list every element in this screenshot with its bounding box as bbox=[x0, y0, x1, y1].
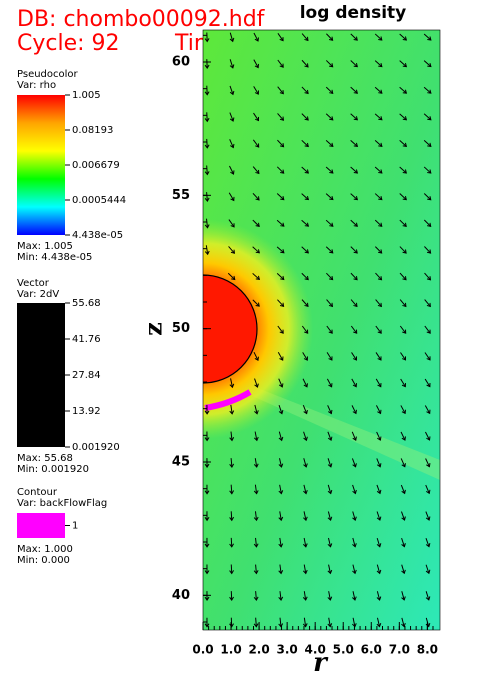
legend-tick-label: 0.006679 bbox=[72, 160, 120, 171]
legend-min: Min: 0.001920 bbox=[17, 464, 89, 475]
y-tick-label: 55 bbox=[172, 188, 190, 203]
legend-min: Min: 0.000 bbox=[17, 555, 70, 566]
y-tick-label: 40 bbox=[172, 588, 190, 603]
x-tick-label: 3.0 bbox=[277, 643, 298, 657]
y-tick-label: 45 bbox=[172, 455, 190, 470]
x-tick-label: 2.0 bbox=[248, 643, 269, 657]
cycle: Cycle: 92 bbox=[17, 31, 120, 56]
legend-tick-label: 4.438e-05 bbox=[72, 230, 123, 241]
legend-max: Max: 1.005 bbox=[17, 241, 73, 252]
legend-tick-label: 55.68 bbox=[72, 298, 101, 309]
y-tick-label: 50 bbox=[172, 321, 190, 336]
legend-bar bbox=[17, 513, 65, 538]
legend-max: Max: 55.68 bbox=[17, 453, 73, 464]
legend-tick-label: 0.001920 bbox=[72, 442, 120, 453]
x-tick-label: 1.0 bbox=[220, 643, 241, 657]
legend-tick-label: 13.92 bbox=[72, 406, 101, 417]
legend-tick-label: 1.005 bbox=[72, 90, 101, 101]
legend-kind: Contour bbox=[17, 487, 58, 498]
x-tick-label: 6.0 bbox=[361, 643, 382, 657]
y-tick-label: 60 bbox=[172, 55, 190, 70]
legend-bar bbox=[17, 303, 65, 447]
legend-min: Min: 4.438e-05 bbox=[17, 252, 92, 263]
x-tick-label: 4.0 bbox=[305, 643, 326, 657]
legend-tick-label: 41.76 bbox=[72, 334, 101, 345]
legend-tick-label: 0.08193 bbox=[72, 125, 113, 136]
legend-tick-label: 0.0005444 bbox=[72, 195, 126, 206]
x-tick-label: 5.0 bbox=[333, 643, 354, 657]
legend-var: Var: rho bbox=[17, 80, 56, 91]
legend-tick-label: 27.84 bbox=[72, 370, 101, 381]
legend-var: Var: backFlowFlag bbox=[17, 498, 107, 509]
legend-var: Var: 2dV bbox=[17, 289, 59, 300]
legend-kind: Vector bbox=[17, 278, 50, 289]
chart-title: log density bbox=[300, 3, 407, 23]
legend-kind: Pseudocolor bbox=[17, 69, 79, 80]
db-name: DB: chombo00092.hdf bbox=[17, 7, 266, 32]
x-tick-label: 7.0 bbox=[389, 643, 410, 657]
x-tick-label: 0.0 bbox=[192, 643, 213, 657]
legend-tick-label: 1 bbox=[72, 521, 78, 532]
y-axis-label: z bbox=[139, 322, 168, 336]
legend-max: Max: 1.000 bbox=[17, 544, 73, 555]
legend-bar bbox=[17, 95, 65, 235]
x-tick-label: 8.0 bbox=[417, 643, 438, 657]
